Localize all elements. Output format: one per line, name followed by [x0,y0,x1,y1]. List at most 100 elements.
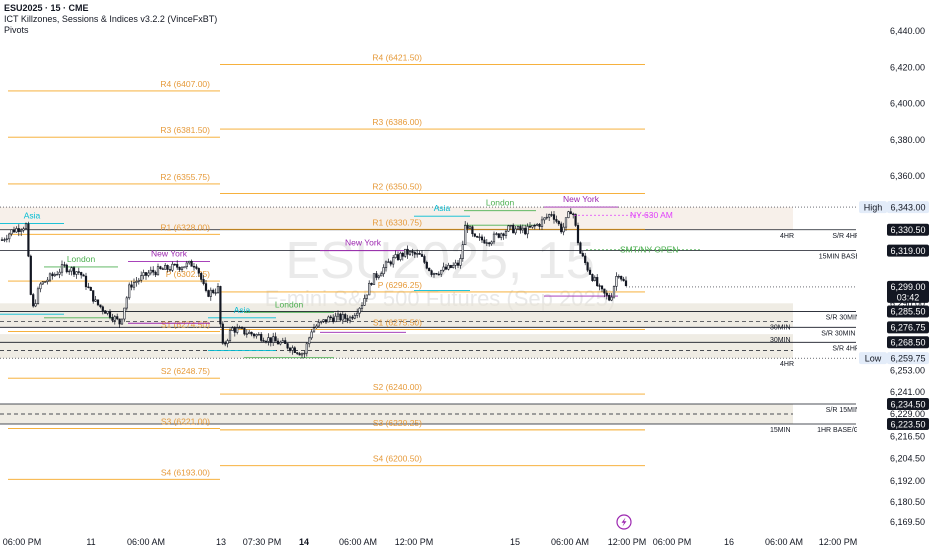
candle [612,285,616,299]
pivot-label: R1 (6330.75) [372,217,422,227]
candle [125,296,128,311]
candle [567,210,570,219]
candle [104,310,107,314]
candle [315,324,318,329]
price-tag[interactable]: 6,234.50 [887,398,929,411]
candle [108,309,112,320]
candle [560,221,563,234]
candle [279,340,282,346]
indicator-killzones[interactable]: ICT Killzones, Sessions & Indices v3.2.2… [4,14,218,24]
candle [300,352,304,359]
y-tick-label: 6,169.50 [890,517,925,527]
candle [490,240,493,246]
candle [437,271,440,276]
candle [192,263,196,271]
x-tick-label: 14 [299,537,309,547]
candle [526,223,529,239]
candle [147,270,150,278]
candle [564,217,568,231]
price-tag[interactable]: 6,319.00 [887,244,929,257]
candle [377,274,380,280]
candle [348,315,352,324]
price-axis[interactable]: 6,440.00 6,420.00 6,400.00 6,380.00 6,360.00… [857,0,932,532]
watermark-symbol: ESU2025, 15 [285,232,594,290]
price-tag[interactable]: 6,330.50 [887,223,929,236]
candle [375,271,378,281]
pivot-label: P (6302.25) [166,269,210,279]
candle [200,272,203,283]
candle [492,231,496,245]
time-axis[interactable]: 06:00 PM 11 06:00 AM 13 07:30 PM 14 06:00 AM 12… [0,532,932,550]
candle [15,226,18,233]
candle [600,285,604,293]
candle [164,263,167,270]
candle [3,237,6,243]
candle [360,302,364,312]
candle [442,262,445,273]
price-tag[interactable]: 6,268.50 [887,336,929,349]
candle [96,299,100,307]
price-tag[interactable]: High 6,343.00 [859,201,929,214]
candle [502,232,505,240]
candle [615,272,618,291]
price-tag[interactable]: Low 6,259.75 [859,352,929,365]
y-tick-label: 6,241.00 [890,387,925,397]
price-tag-label: High [864,202,883,212]
candle [531,224,534,229]
pivot-label: S1 (6274.50) [161,319,210,329]
candle [466,222,469,233]
pivot-label: S4 (6193.00) [161,467,210,477]
x-tick-label: 06:00 AM [551,537,589,547]
price-tag[interactable]: 6,276.75 [887,321,929,334]
candle [351,315,354,320]
candle [332,314,335,324]
candle [190,259,193,267]
candle [476,235,479,238]
candle [622,276,625,282]
candle [392,254,395,268]
candle [92,290,95,304]
candle [70,266,73,276]
x-tick-label: 06:00 PM [653,537,692,547]
candle [113,315,116,325]
candle [610,293,613,302]
candle [166,264,169,273]
candle [368,280,371,296]
price-tag[interactable]: 6,285.50 [887,305,929,318]
candle [521,224,524,234]
candle [380,271,383,277]
x-tick-label: 07:30 PM [243,537,282,547]
candle [56,270,59,276]
candle [449,264,452,269]
candle [231,326,234,332]
candle [512,223,515,234]
indicator-pivots[interactable]: Pivots [4,25,29,35]
price-tag-label: Low [865,353,882,363]
candle [226,338,229,348]
symbol-title[interactable]: ESU2025 · 15 · CME [4,3,89,13]
candle [588,267,592,276]
candle [36,286,40,305]
candle [65,263,68,274]
bolt-icon[interactable] [616,514,632,530]
price-tag[interactable]: 6,223.50 [887,417,929,430]
candle [51,271,54,280]
candle [620,275,623,282]
candle [312,323,316,333]
candle [233,326,236,337]
zone-label: 15MIN BASE [819,254,861,261]
candle [120,318,124,325]
zone-label: 1HR BASE/GAP UP [817,427,880,434]
candle [543,217,546,224]
candle [178,266,181,272]
price-tag-value: 6,259.75 [890,353,925,363]
y-tick-label: 6,440.00 [890,26,925,36]
candle [274,332,277,342]
candle [142,269,145,280]
candle [255,333,258,339]
candle [250,331,253,337]
candle [353,312,356,320]
candle [504,229,508,239]
